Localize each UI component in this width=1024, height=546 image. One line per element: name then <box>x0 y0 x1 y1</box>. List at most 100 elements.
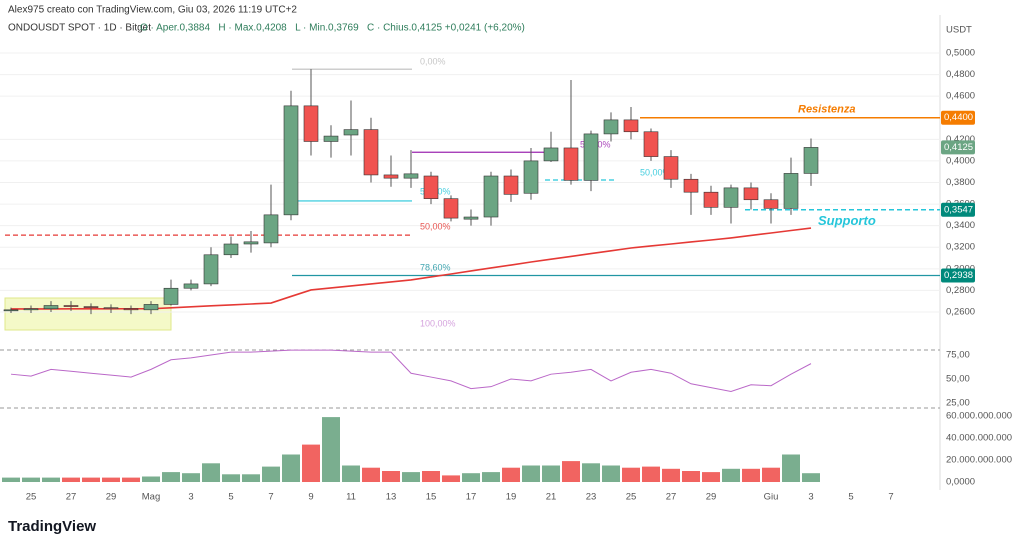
candle-body <box>523 160 539 194</box>
candle-body <box>63 305 79 307</box>
annotation: Supporto <box>818 213 876 228</box>
x-tick-label: 19 <box>506 492 517 503</box>
range-box <box>4 297 172 331</box>
y-tick-label: 0,4800 <box>946 69 975 80</box>
candle-body <box>443 198 459 219</box>
price-label: 0,2938 <box>944 270 973 281</box>
candle-body <box>343 129 359 136</box>
candle-body <box>563 147 579 181</box>
candle-body <box>763 199 779 209</box>
candle-body <box>283 105 299 216</box>
volume-bar <box>162 472 180 483</box>
candle-body <box>263 214 279 244</box>
volume-bar <box>182 473 200 483</box>
candle-body <box>643 131 659 157</box>
x-tick-label: 23 <box>586 492 597 503</box>
candle-body <box>683 178 699 193</box>
author: Alex975 creato con TradingView.com, Giu … <box>8 5 297 16</box>
y-tick-label: 0,4600 <box>946 91 975 102</box>
candle-body <box>363 129 379 176</box>
x-tick-label: 3 <box>188 492 193 503</box>
y-tick-label: 0,3400 <box>946 220 975 231</box>
candle-body <box>83 306 99 308</box>
price-badge <box>941 202 975 217</box>
y-tick-label: 0,2800 <box>946 285 975 296</box>
volume-bar <box>642 466 660 483</box>
symbol: ONDOUSDT SPOT · 1D · Bitget <box>8 23 151 34</box>
x-tick-label: Mag <box>142 492 160 503</box>
volume-bar <box>682 471 700 483</box>
candle-body <box>623 119 639 133</box>
volume-bar <box>802 473 820 483</box>
price-badge <box>941 140 975 155</box>
candle-body <box>703 191 719 208</box>
annotation: Resistenza <box>798 104 855 116</box>
x-tick-label: 21 <box>546 492 557 503</box>
volume-bar <box>562 461 580 483</box>
x-tick-label: 25 <box>26 492 37 503</box>
y-tick-label: 0,0000 <box>946 477 975 488</box>
volume-bar <box>622 467 640 483</box>
y-tick-label: 50,00 <box>946 374 970 385</box>
y-tick-label: 0,3800 <box>946 177 975 188</box>
candle-body <box>663 156 679 180</box>
volume-bar <box>42 477 60 483</box>
y-tick-label: 0,5000 <box>946 48 975 59</box>
candle-body <box>463 216 479 220</box>
y-tick-label: 25,00 <box>946 398 970 409</box>
candle-body <box>743 187 759 201</box>
volume-bar <box>262 466 280 483</box>
volume-bar <box>522 465 540 483</box>
y-tick-label: 75,00 <box>946 350 970 361</box>
volume-bar <box>542 465 560 483</box>
y-tick-label: 0,2600 <box>946 306 975 317</box>
price-badge <box>941 110 975 125</box>
volume-bar <box>422 471 440 483</box>
price-badge <box>941 268 975 283</box>
candle-body <box>383 174 399 179</box>
candle-body <box>143 304 159 311</box>
price-label: 0,4125 <box>944 142 973 153</box>
candle-body <box>423 175 439 199</box>
candle-body <box>163 287 179 305</box>
candle-body <box>583 133 599 181</box>
x-tick-label: Giu <box>764 492 779 503</box>
volume-bar <box>402 472 420 483</box>
volume-bar <box>2 477 20 483</box>
x-tick-label: 29 <box>106 492 117 503</box>
volume-bar <box>142 476 160 483</box>
volume-bar <box>222 474 240 483</box>
x-tick-label: 9 <box>308 492 313 503</box>
ohlc: O · Aper.0,3884 H · Max.0,4208 L · Min.0… <box>140 23 525 34</box>
candle-body <box>783 173 799 209</box>
x-tick-label: 27 <box>666 492 677 503</box>
level-label: 0,00% <box>420 56 446 66</box>
currency: USDT <box>946 25 972 36</box>
candle-body <box>183 283 199 289</box>
volume-bar <box>102 477 120 483</box>
level-label: 100,00% <box>420 318 456 328</box>
y-tick-label: 40.000.000.000 <box>946 433 1012 444</box>
candle-body <box>3 309 19 312</box>
volume-bar <box>662 468 680 483</box>
x-tick-label: 29 <box>706 492 717 503</box>
candle-body <box>723 187 739 208</box>
volume-bar <box>382 471 400 483</box>
x-tick-label: 3 <box>808 492 813 503</box>
candle-body <box>223 243 239 256</box>
line <box>10 349 812 392</box>
volume-bar <box>582 463 600 483</box>
y-tick-label: 0,4000 <box>946 155 975 166</box>
volume-bar <box>22 477 40 483</box>
volume-bar <box>342 465 360 483</box>
volume-bar <box>762 467 780 483</box>
candle-body <box>603 119 619 135</box>
candle-body <box>323 135 339 142</box>
y-tick-label: 60.000.000.000 <box>946 411 1012 422</box>
volume-bar <box>742 468 760 483</box>
x-tick-label: 17 <box>466 492 477 503</box>
volume-bar <box>722 468 740 483</box>
volume-bar <box>62 477 80 483</box>
volume-bar <box>282 454 300 483</box>
